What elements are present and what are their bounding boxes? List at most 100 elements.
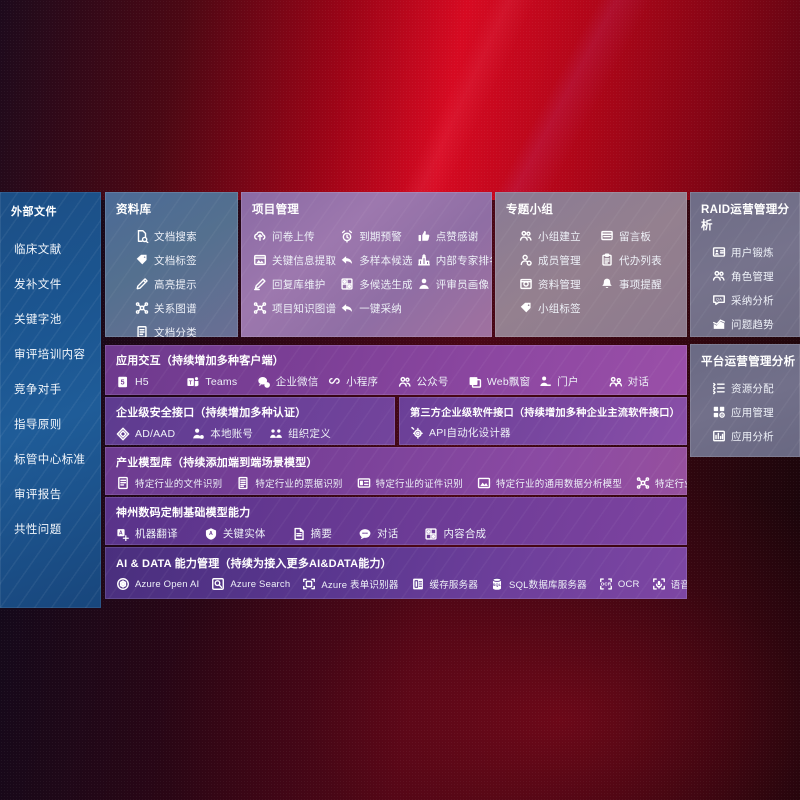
item-dialog-capability[interactable]: 对话: [358, 523, 398, 544]
highlight-pen-icon: [135, 277, 149, 291]
item-miniprogram[interactable]: 小程序: [327, 371, 397, 392]
row-security-title: 企业级安全接口（持续增加多种认证）: [116, 407, 307, 419]
item-group-tag[interactable]: 小组标签: [517, 296, 598, 320]
item-general-data-analysis-model[interactable]: 特定行业的通用数据分析模型: [477, 473, 622, 493]
item-teams[interactable]: T Teams: [186, 372, 256, 392]
sidebar-item-standards-center[interactable]: 标管中心标准: [14, 453, 86, 466]
sidebar-item-common-issues[interactable]: 共性问题: [14, 523, 62, 536]
item-multi-sample-candidate[interactable]: 多样本候选: [338, 248, 415, 272]
trend-chart-icon: [712, 317, 726, 331]
panel-library-title: 资料库: [116, 204, 152, 216]
item-document-tag[interactable]: 文档标签: [133, 248, 230, 272]
item-label: 代办列表: [619, 254, 662, 267]
item-document-search[interactable]: 文档搜索: [133, 224, 230, 248]
item-official-account[interactable]: 公众号: [398, 371, 468, 392]
item-relation-graph[interactable]: 关系图谱: [133, 296, 230, 320]
sidebar-item-review-training[interactable]: 审评培训内容: [14, 348, 86, 361]
item-key-entity[interactable]: A 关键实体: [204, 523, 266, 544]
api-gear-icon: [410, 426, 424, 440]
item-api-auto-designer[interactable]: API自动化设计器: [410, 422, 511, 443]
item-content-synthesis[interactable]: 内容合成: [424, 523, 486, 544]
item-portal[interactable]: 门户: [538, 371, 608, 392]
pen-icon: [253, 277, 267, 291]
item-label: 采纳分析: [731, 294, 774, 307]
sidebar-item-clinical-literature[interactable]: 临床文献: [14, 243, 62, 256]
item-summary[interactable]: 摘要: [292, 523, 332, 544]
item-azure-open-ai[interactable]: Azure Open AI: [116, 574, 199, 594]
item-reviewer-portrait[interactable]: 评审员画像: [415, 272, 492, 296]
row-industry-title: 产业模型库（持续添加端到端场景模型）: [116, 457, 318, 469]
item-app-manage[interactable]: 应用管理: [710, 400, 792, 424]
item-label: 一键采纳: [359, 302, 403, 315]
item-cache-server[interactable]: 缓存服务器: [411, 574, 479, 594]
item-event-reminder[interactable]: 事项提醒: [598, 272, 679, 296]
item-speech-understanding[interactable]: 语音理解: [652, 574, 687, 594]
item-machine-translation[interactable]: A 机器翻译: [116, 523, 178, 544]
item-local-account[interactable]: 本地账号: [191, 423, 253, 444]
item-app-analysis[interactable]: 应用分析: [710, 424, 792, 448]
sidebar-item-guidelines[interactable]: 指导原则: [14, 418, 62, 431]
item-material-manage[interactable]: 资料管理: [517, 272, 598, 296]
item-expiry-alert[interactable]: 到期预警: [338, 224, 415, 248]
item-sql-database-server[interactable]: SQL SQL数据库服务器: [490, 574, 587, 594]
item-label: 到期预警: [359, 230, 403, 243]
item-issue-trend[interactable]: 问题趋势: [710, 312, 792, 336]
item-role-manage[interactable]: 角色管理: [710, 264, 792, 288]
item-adoption-analysis[interactable]: QA 采纳分析: [710, 288, 792, 312]
panel-raid-items: 用户锻炼 角色管理 QA 采纳分析 问题趋势: [700, 240, 792, 336]
row-interact-title: 应用交互（持续增加多种客户端）: [116, 355, 284, 367]
item-like-thanks[interactable]: 点赞感谢: [415, 224, 492, 248]
item-group-create[interactable]: 小组建立: [517, 224, 598, 248]
item-label: 对话: [627, 376, 650, 388]
item-label: 机器翻译: [135, 528, 178, 540]
item-organization-definition[interactable]: 组织定义: [269, 423, 331, 444]
item-h5[interactable]: 5 H5: [116, 372, 186, 392]
item-file-recognition[interactable]: 特定行业的文件识别: [116, 473, 222, 493]
sidebar-item-keyword-pool[interactable]: 关键字池: [14, 313, 62, 326]
item-document-category[interactable]: 文档分类: [133, 320, 230, 337]
row-aidata-items: Azure Open AI Azure Search Azure 表单识别器 缓…: [105, 574, 687, 599]
item-id-card-recognition[interactable]: 特定行业的证件识别: [357, 473, 463, 493]
row-basemodel-title: 神州数码定制基础模型能力: [116, 507, 251, 519]
item-label: 问卷上传: [272, 230, 315, 243]
item-todo-list[interactable]: 代办列表: [598, 248, 679, 272]
item-reply-library-maintain[interactable]: 回复库维护: [251, 272, 338, 296]
item-wecom[interactable]: 企业微信: [257, 371, 327, 392]
item-one-click-adopt[interactable]: 一键采纳: [338, 296, 415, 320]
item-message-board[interactable]: 留言板: [598, 224, 679, 248]
sidebar-item-competitors[interactable]: 竞争对手: [14, 383, 62, 396]
item-label: 文档分类: [154, 326, 197, 338]
panel-raid-analysis: RAID运营管理分析 用户锻炼 角色管理 QA 采纳分析 问题趋势: [690, 192, 800, 337]
role-icon: [712, 269, 726, 283]
sidebar-item-supplement-files[interactable]: 发补文件: [14, 278, 62, 291]
item-azure-form-recognizer[interactable]: Azure 表单识别器: [302, 574, 398, 594]
organization-icon: [269, 427, 283, 441]
svg-text:A: A: [119, 530, 123, 536]
item-user-training[interactable]: 用户锻炼: [710, 240, 792, 264]
item-member-manage[interactable]: 成员管理: [517, 248, 598, 272]
data-analysis-model-icon: [477, 476, 491, 490]
item-ad-aad[interactable]: AD/AAD: [116, 424, 175, 444]
item-questionnaire-upload[interactable]: 问卷上传: [251, 224, 338, 248]
item-multi-candidate-generation[interactable]: 多候选生成: [338, 272, 415, 296]
item-highlight-hint[interactable]: 高亮提示: [133, 272, 230, 296]
item-dialog[interactable]: 对话: [609, 371, 679, 392]
panel-library-items: 文档搜索 文档标签 高亮提示 关系图谱 文档分类: [115, 224, 230, 337]
item-web-float-window[interactable]: Web飘窗: [468, 371, 538, 392]
item-label: 本地账号: [210, 428, 254, 440]
item-ocr[interactable]: OCR OCR: [599, 574, 640, 594]
sidebar-item-review-report[interactable]: 审评报告: [14, 488, 62, 501]
item-label: 高亮提示: [154, 278, 197, 291]
sql-database-icon: SQL: [490, 577, 504, 591]
qa-chat-icon: QA: [712, 293, 726, 307]
official-account-icon: [398, 375, 412, 389]
item-invoice-recognition[interactable]: 特定行业的票据识别: [236, 473, 342, 493]
item-general-knowledge-graph-model[interactable]: 特定行业的通用知识图谱模型: [636, 473, 687, 493]
document-category-icon: [135, 325, 149, 337]
item-key-info-extraction[interactable]: 关键信息提取: [251, 248, 338, 272]
item-internal-expert-ranking[interactable]: 内部专家排名: [415, 248, 492, 272]
item-label: AD/AAD: [135, 427, 176, 440]
item-project-knowledge-graph[interactable]: 项目知识图谱: [251, 296, 338, 320]
item-azure-search[interactable]: Azure Search: [211, 574, 290, 594]
item-resource-allocation[interactable]: 资源分配: [710, 376, 792, 400]
